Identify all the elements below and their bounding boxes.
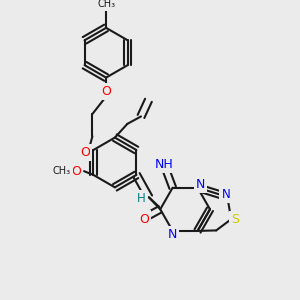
Text: CH₃: CH₃ <box>53 166 71 176</box>
Text: H: H <box>137 192 146 205</box>
Text: N: N <box>222 188 230 201</box>
Text: S: S <box>231 213 239 226</box>
Text: O: O <box>139 213 149 226</box>
Text: CH₃: CH₃ <box>97 0 115 9</box>
Text: O: O <box>101 85 111 98</box>
Text: O: O <box>71 165 81 178</box>
Text: NH: NH <box>154 158 173 171</box>
Text: N: N <box>196 178 205 191</box>
Text: O: O <box>80 146 90 159</box>
Text: N: N <box>168 228 177 241</box>
